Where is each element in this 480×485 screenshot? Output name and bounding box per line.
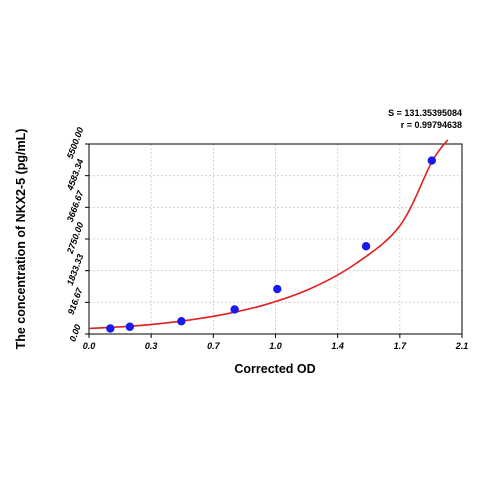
x-tick-label: 2.1 xyxy=(455,341,469,351)
fit-curve xyxy=(88,139,449,330)
y-tick-label: 2750.00 xyxy=(65,221,86,256)
data-point xyxy=(361,242,371,251)
data-point xyxy=(177,317,186,326)
data-point xyxy=(125,322,135,331)
y-tick-label: 916.67 xyxy=(66,286,85,316)
data-point xyxy=(230,305,239,314)
y-tick-label: 4583.34 xyxy=(65,158,86,193)
stat-s: S = 131.35395084 xyxy=(388,108,462,118)
y-tick-label: 3666.67 xyxy=(65,188,86,223)
data-point xyxy=(106,324,115,333)
x-tick-label: 1.7 xyxy=(394,341,408,351)
data-point xyxy=(273,284,282,294)
points-layer xyxy=(106,156,437,333)
x-ticks: 0.0 0.3 0.7 1.0 1.4 1.7 2.1 xyxy=(83,334,469,351)
stat-r: r = 0.99794638 xyxy=(401,120,462,130)
x-tick-label: 0.0 xyxy=(83,341,96,351)
grid-layer xyxy=(89,144,462,334)
x-tick-label: 1.4 xyxy=(331,341,344,351)
x-axis-title: Corrected OD xyxy=(234,362,315,376)
y-tick-label: 1833.33 xyxy=(65,253,86,287)
y-tick-label: 5500.00 xyxy=(65,126,86,160)
data-point xyxy=(427,156,437,165)
curve-layer xyxy=(88,139,449,330)
x-tick-label: 1.0 xyxy=(269,341,282,351)
y-ticks: 0.00 916.671833.332750.003666.674583.3455… xyxy=(65,126,89,343)
x-tick-label: 0.3 xyxy=(145,341,158,351)
x-tick-label: 0.7 xyxy=(207,341,221,351)
y-axis-title: The concentration of NKX2-5 (pg/mL) xyxy=(14,129,28,350)
y-tick-label: 0.00 xyxy=(67,323,82,343)
